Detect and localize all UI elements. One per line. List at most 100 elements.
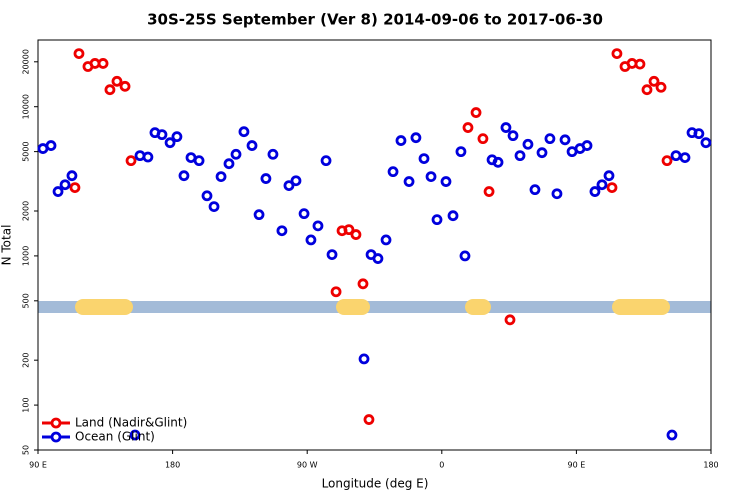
data-point: [661, 155, 673, 167]
data-point: [119, 80, 131, 92]
y-tick-label: 10000: [22, 94, 31, 119]
data-point: [544, 133, 556, 145]
land-band: [612, 299, 670, 315]
data-point: [193, 155, 205, 167]
y-tick-label: 500: [22, 293, 31, 308]
data-point: [253, 209, 265, 221]
data-point: [581, 140, 593, 151]
data-point: [425, 171, 437, 183]
data-point: [693, 128, 705, 140]
data-point: [648, 75, 660, 87]
data-point: [260, 173, 272, 184]
data-point: [483, 186, 495, 197]
data-point: [246, 140, 258, 151]
x-axis-label: Longitude (deg E): [322, 477, 429, 491]
data-point: [156, 129, 168, 141]
data-point: [559, 134, 571, 146]
data-point: [410, 132, 422, 144]
data-point: [655, 81, 667, 93]
x-tick-label: 90 W: [297, 461, 318, 470]
data-point: [97, 58, 109, 69]
data-point: [363, 414, 375, 425]
y-tick-label: 2000: [22, 201, 31, 221]
data-point: [305, 234, 317, 246]
data-point: [507, 130, 519, 142]
data-point: [418, 153, 430, 164]
y-tick-label: 20000: [22, 49, 31, 74]
x-tick-label: 180: [703, 461, 718, 470]
data-point: [477, 133, 489, 145]
data-point: [679, 152, 691, 163]
x-tick-label: 0: [439, 461, 444, 470]
data-point: [215, 171, 227, 183]
data-point: [290, 175, 302, 187]
data-point: [320, 155, 332, 167]
data-point: [230, 148, 242, 160]
data-point: [380, 234, 392, 246]
plot-frame: [37, 39, 712, 451]
data-point: [589, 186, 601, 197]
land-band: [75, 299, 133, 315]
data-point: [514, 150, 526, 162]
data-point: [142, 151, 154, 163]
data-point: [59, 179, 71, 191]
data-point: [459, 250, 471, 262]
data-point: [387, 166, 399, 178]
data-point: [470, 107, 482, 118]
data-point: [326, 249, 338, 261]
chart-title: 30S-25S September (Ver 8) 2014-09-06 to …: [147, 11, 603, 29]
data-point: [641, 84, 653, 96]
data-point: [403, 176, 415, 187]
y-tick-label: 100: [22, 397, 31, 412]
data-point: [522, 138, 534, 150]
data-point: [536, 147, 548, 159]
data-point: [104, 84, 116, 96]
legend-marker: [50, 417, 62, 429]
legend-label: Land (Nadir&Glint): [75, 416, 187, 430]
data-point: [455, 146, 467, 158]
x-tick-label: 180: [165, 461, 180, 470]
data-point: [312, 220, 324, 232]
surface-band: [38, 299, 711, 315]
x-tick-label: 90 E: [29, 461, 47, 470]
data-point: [276, 225, 288, 237]
data-point: [440, 176, 452, 187]
data-point: [551, 188, 563, 200]
data-point: [267, 148, 279, 160]
data-point: [504, 314, 516, 326]
data-point: [164, 137, 176, 149]
data-point: [178, 170, 190, 182]
data-point: [395, 135, 407, 146]
x-tick-label: 90 E: [568, 461, 586, 470]
data-point: [606, 182, 618, 193]
data-point: [125, 155, 137, 167]
y-tick-label: 5000: [22, 141, 31, 161]
data-point: [350, 229, 362, 240]
data-point: [603, 170, 615, 182]
ocean-band: [38, 301, 711, 313]
data-point: [431, 214, 443, 226]
data-point: [298, 208, 310, 220]
data-point: [73, 48, 85, 59]
data-point: [666, 429, 678, 441]
data-point: [238, 126, 250, 138]
y-axis-label: N Total: [0, 225, 14, 266]
y-tick-label: 50: [22, 445, 31, 455]
data-point: [492, 156, 504, 168]
data-point: [611, 48, 623, 59]
data-point: [358, 353, 370, 365]
land-band: [336, 299, 370, 315]
legend-label: Ocean (Glint): [75, 430, 155, 444]
data-point: [462, 122, 474, 133]
data-point: [69, 182, 81, 193]
data-point: [343, 224, 355, 236]
data-point: [372, 253, 384, 264]
data-point: [447, 210, 459, 222]
data-point: [596, 179, 608, 191]
data-point: [171, 131, 183, 143]
data-point: [529, 184, 541, 196]
data-point: [129, 429, 141, 441]
data-point: [634, 58, 646, 70]
data-point: [500, 122, 512, 133]
